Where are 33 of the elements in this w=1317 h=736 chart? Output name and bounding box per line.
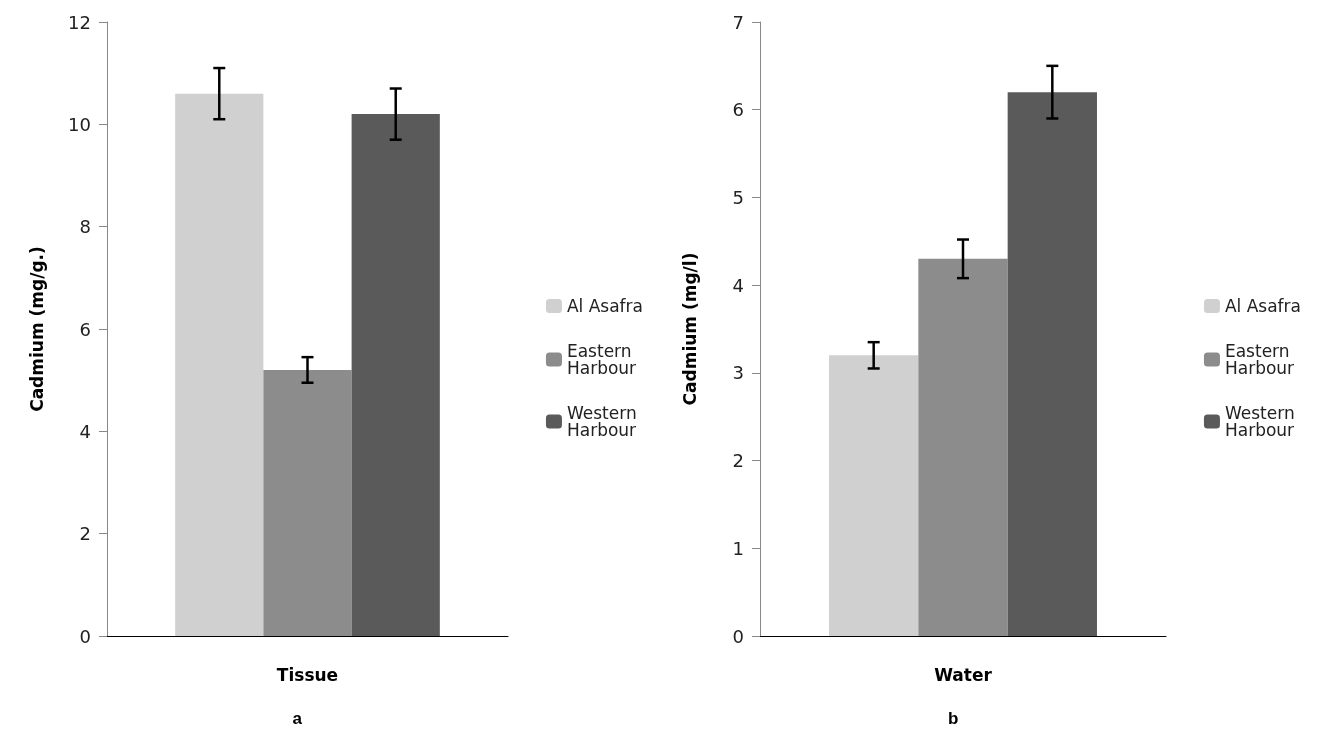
- bar: [351, 114, 440, 636]
- legend-label: Al Asafra: [1224, 296, 1302, 316]
- x-tick-label: Water: [934, 664, 993, 685]
- text: b: [948, 709, 959, 728]
- bar: [263, 369, 352, 636]
- legend-label: Eastern Harbour: [1224, 341, 1295, 378]
- legend-label: Eastern Harbour: [566, 341, 637, 378]
- bar: [1007, 92, 1097, 636]
- y-tick-label: 4: [732, 274, 744, 296]
- bar: [918, 258, 1008, 636]
- y-tick-label: 2: [79, 523, 91, 545]
- y-tick-label: 5: [732, 186, 744, 208]
- y-tick-label: 7: [732, 11, 744, 33]
- y-tick-label: 3: [732, 362, 744, 384]
- y-tick-label: 4: [79, 420, 91, 442]
- y-tick-label: 1: [732, 537, 744, 559]
- x-tick-label: Tissue: [276, 664, 339, 685]
- y-axis-title: Cadmium (mg/l): [679, 252, 700, 406]
- y-tick-label: 6: [732, 99, 744, 121]
- y-tick-label: 2: [732, 450, 744, 472]
- legend-label: Western Harbour: [1224, 403, 1301, 440]
- bar: [829, 355, 919, 636]
- y-tick-label: 6: [79, 318, 91, 340]
- legend-label: Al Asafra: [566, 296, 644, 316]
- y-tick-label: 12: [68, 11, 91, 33]
- y-axis-title: Cadmium (mg/g.): [26, 246, 47, 412]
- y-tick-label: 8: [79, 216, 91, 238]
- legend-label: Western Harbour: [566, 403, 643, 440]
- y-tick-label: 10: [68, 113, 91, 135]
- y-tick-label: 0: [732, 625, 744, 647]
- y-tick-label: 0: [79, 625, 91, 647]
- text: a: [292, 709, 303, 728]
- bar: [175, 93, 264, 636]
